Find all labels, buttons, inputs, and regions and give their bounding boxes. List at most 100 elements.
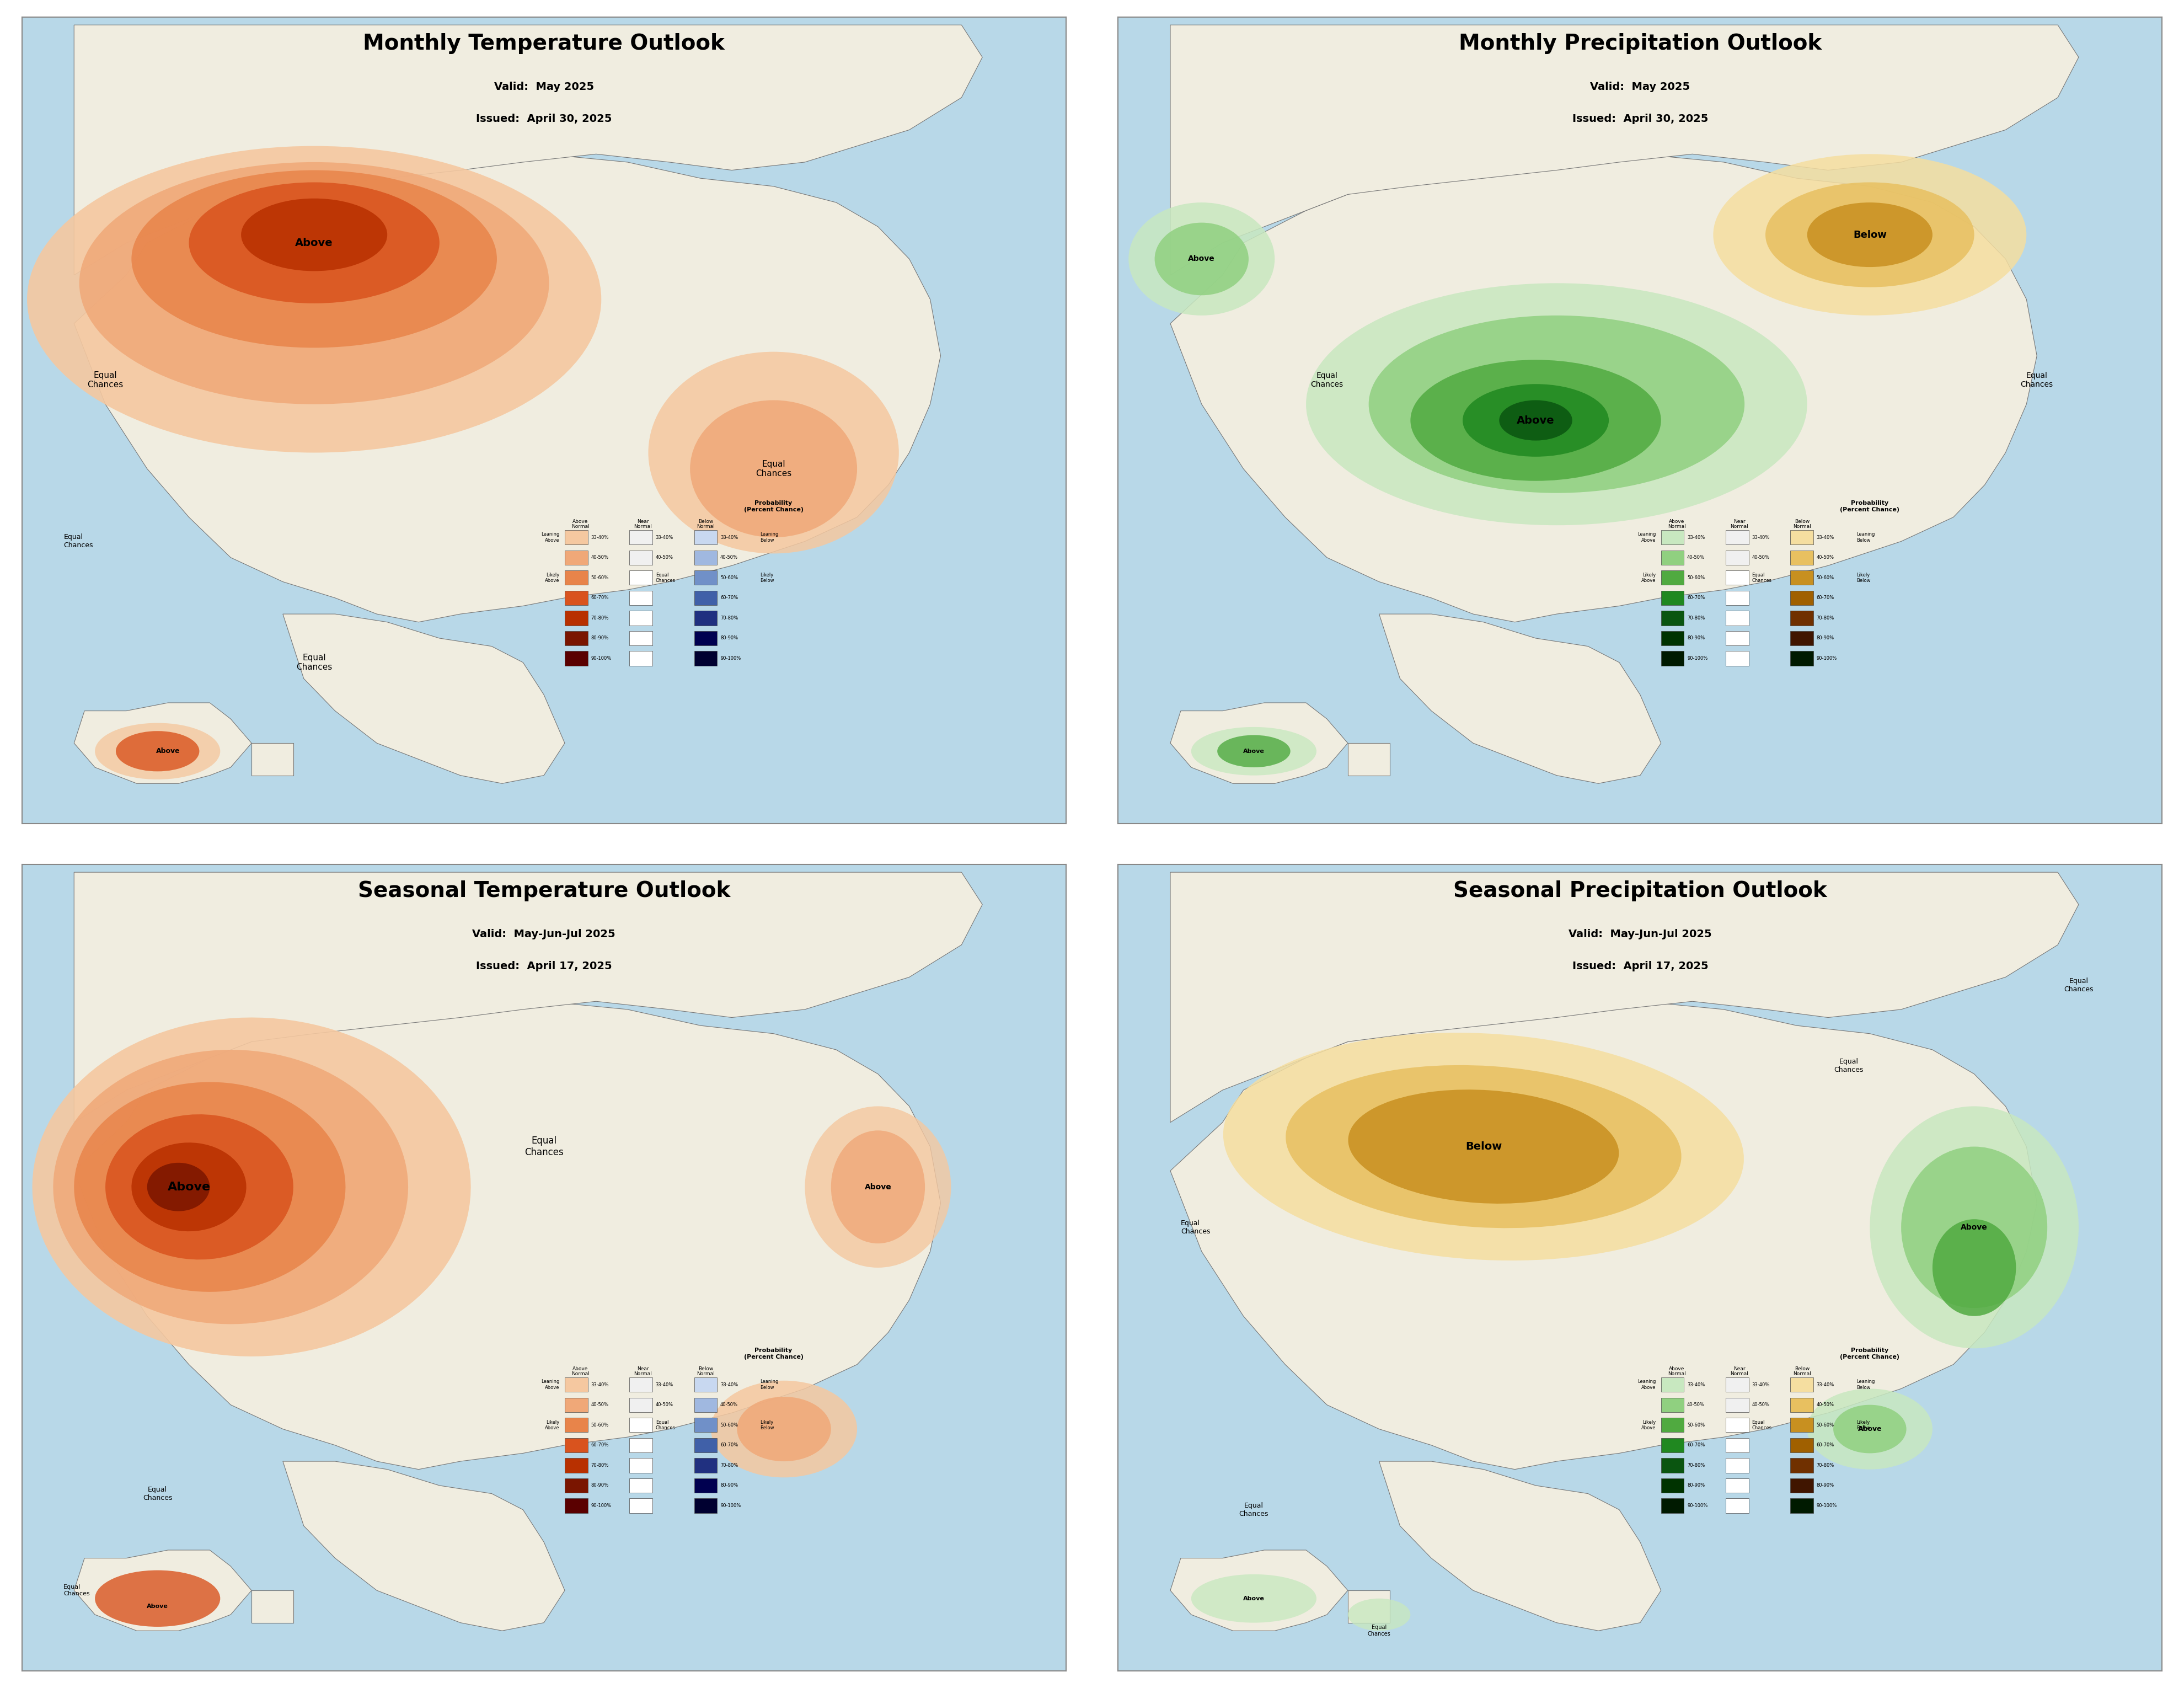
FancyBboxPatch shape: [1662, 631, 1684, 645]
Text: Equal
Chances: Equal Chances: [756, 459, 791, 478]
Text: 40-50%: 40-50%: [592, 555, 609, 560]
Text: Likely
Above: Likely Above: [1640, 572, 1655, 582]
Text: Equal
Chances: Equal Chances: [2064, 977, 2094, 993]
Text: Above: Above: [1518, 415, 1555, 425]
Ellipse shape: [1348, 1089, 1618, 1204]
Ellipse shape: [1348, 1599, 1411, 1631]
Text: 70-80%: 70-80%: [1686, 616, 1706, 621]
FancyBboxPatch shape: [629, 550, 653, 565]
Text: Leaning
Above: Leaning Above: [542, 532, 559, 544]
Text: Near
Normal: Near Normal: [1730, 1366, 1749, 1377]
FancyBboxPatch shape: [695, 571, 716, 586]
Polygon shape: [74, 154, 941, 623]
FancyBboxPatch shape: [566, 1418, 587, 1431]
FancyBboxPatch shape: [629, 1438, 653, 1452]
Text: Equal
Chances: Equal Chances: [1182, 1219, 1210, 1236]
Polygon shape: [1171, 1001, 2038, 1469]
Text: 33-40%: 33-40%: [592, 535, 609, 540]
FancyBboxPatch shape: [566, 571, 587, 586]
Text: Issued:  April 17, 2025: Issued: April 17, 2025: [476, 960, 612, 972]
FancyBboxPatch shape: [695, 591, 716, 604]
Ellipse shape: [1286, 1065, 1682, 1229]
FancyBboxPatch shape: [695, 550, 716, 565]
Ellipse shape: [1129, 203, 1275, 316]
Text: Likely
Below: Likely Below: [760, 1420, 773, 1430]
Text: Seasonal Temperature Outlook: Seasonal Temperature Outlook: [358, 881, 729, 901]
Text: Valid:  May 2025: Valid: May 2025: [1590, 81, 1690, 91]
Polygon shape: [1171, 154, 2038, 623]
FancyBboxPatch shape: [695, 1479, 716, 1492]
Text: 50-60%: 50-60%: [1817, 1423, 1835, 1428]
FancyBboxPatch shape: [1725, 1499, 1749, 1512]
Text: Above: Above: [295, 238, 334, 248]
Text: Above: Above: [155, 748, 179, 755]
Text: 50-60%: 50-60%: [721, 1423, 738, 1428]
Ellipse shape: [1933, 1219, 2016, 1317]
Text: 40-50%: 40-50%: [1752, 1403, 1769, 1408]
FancyBboxPatch shape: [629, 631, 653, 645]
Text: Likely
Below: Likely Below: [1856, 572, 1870, 582]
Ellipse shape: [736, 1396, 830, 1462]
Text: 33-40%: 33-40%: [655, 1382, 673, 1388]
FancyBboxPatch shape: [1791, 611, 1813, 625]
FancyBboxPatch shape: [629, 1377, 653, 1393]
FancyBboxPatch shape: [629, 1398, 653, 1413]
Ellipse shape: [1832, 1404, 1907, 1453]
Text: 40-50%: 40-50%: [655, 1403, 673, 1408]
Polygon shape: [74, 1001, 941, 1469]
Ellipse shape: [690, 400, 856, 537]
Text: Near
Normal: Near Normal: [633, 518, 653, 530]
Text: Near
Normal: Near Normal: [633, 1366, 653, 1377]
Text: 33-40%: 33-40%: [1817, 1382, 1835, 1388]
FancyBboxPatch shape: [1725, 530, 1749, 545]
Text: Seasonal Precipitation Outlook: Seasonal Precipitation Outlook: [1452, 881, 1828, 901]
Text: Monthly Temperature Outlook: Monthly Temperature Outlook: [363, 34, 725, 54]
Text: Equal
Chances: Equal Chances: [1238, 1502, 1269, 1518]
FancyBboxPatch shape: [629, 571, 653, 586]
Text: Equal
Chances: Equal Chances: [63, 1585, 90, 1597]
Text: Likely
Above: Likely Above: [546, 1420, 559, 1430]
Ellipse shape: [188, 182, 439, 304]
FancyBboxPatch shape: [566, 611, 587, 625]
Ellipse shape: [1498, 400, 1572, 441]
FancyBboxPatch shape: [1725, 1458, 1749, 1472]
FancyBboxPatch shape: [566, 631, 587, 645]
Text: Above
Normal: Above Normal: [1669, 1366, 1686, 1377]
FancyBboxPatch shape: [1662, 571, 1684, 586]
FancyBboxPatch shape: [1791, 1479, 1813, 1492]
FancyBboxPatch shape: [566, 591, 587, 604]
FancyBboxPatch shape: [1662, 1398, 1684, 1413]
Ellipse shape: [806, 1106, 950, 1268]
Text: Leaning
Below: Leaning Below: [760, 532, 778, 544]
Text: Leaning
Above: Leaning Above: [1638, 532, 1655, 544]
FancyBboxPatch shape: [566, 1479, 587, 1492]
Ellipse shape: [1306, 284, 1806, 525]
Text: Equal
Chances: Equal Chances: [1752, 572, 1771, 582]
Text: 60-70%: 60-70%: [1686, 596, 1706, 601]
FancyBboxPatch shape: [1662, 652, 1684, 665]
Ellipse shape: [1190, 1575, 1317, 1622]
FancyBboxPatch shape: [1791, 1398, 1813, 1413]
Text: Equal
Chances: Equal Chances: [297, 653, 332, 672]
Text: 70-80%: 70-80%: [1817, 1463, 1835, 1469]
Text: Above: Above: [146, 1604, 168, 1609]
Ellipse shape: [26, 145, 601, 452]
Text: 90-100%: 90-100%: [1686, 1504, 1708, 1507]
Polygon shape: [1171, 25, 2079, 275]
Text: Above: Above: [1859, 1425, 1883, 1433]
Text: Above
Normal: Above Normal: [1669, 518, 1686, 530]
Text: Leaning
Below: Leaning Below: [760, 1379, 778, 1389]
Text: 33-40%: 33-40%: [1817, 535, 1835, 540]
FancyBboxPatch shape: [566, 550, 587, 565]
FancyBboxPatch shape: [695, 1398, 716, 1413]
FancyBboxPatch shape: [1725, 1377, 1749, 1393]
Text: 40-50%: 40-50%: [721, 555, 738, 560]
FancyBboxPatch shape: [1662, 530, 1684, 545]
Text: 90-100%: 90-100%: [721, 1504, 740, 1507]
Polygon shape: [1348, 1590, 1389, 1622]
Text: 70-80%: 70-80%: [1686, 1463, 1706, 1469]
FancyBboxPatch shape: [1662, 1377, 1684, 1393]
Text: Issued:  April 17, 2025: Issued: April 17, 2025: [1572, 960, 1708, 972]
Text: 50-60%: 50-60%: [1686, 1423, 1706, 1428]
Text: Below
Normal: Below Normal: [1793, 1366, 1811, 1377]
